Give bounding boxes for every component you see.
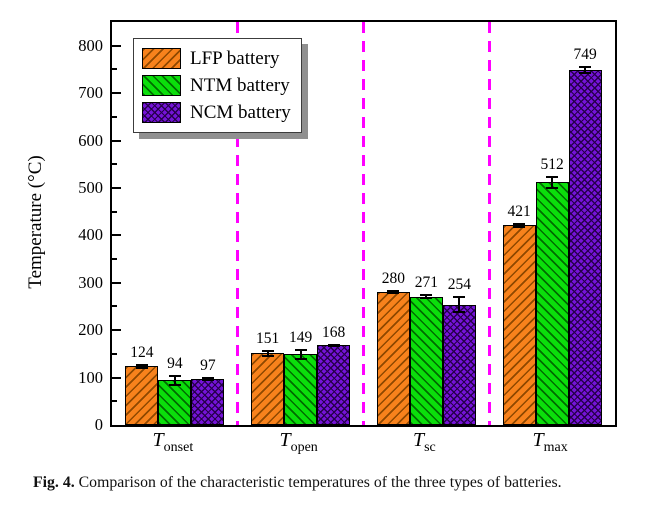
bar-value-label: 124 [130, 343, 154, 361]
bar-value-label: 254 [447, 276, 471, 294]
y-major-tick [112, 376, 121, 379]
bar-value-label: 149 [289, 329, 313, 347]
group-separator-line [487, 22, 491, 425]
y-tick-label: 700 [78, 83, 103, 103]
y-major-tick [112, 234, 121, 237]
bar-ncm-max [568, 69, 602, 425]
figure-caption: Fig. 4. Comparison of the characteristic… [33, 470, 619, 496]
y-tick-label: 0 [94, 415, 103, 434]
caption-text: Comparison of the characteristic tempera… [78, 474, 562, 491]
group-separator-line [236, 22, 240, 425]
error-bar [168, 374, 181, 387]
bar-value-label: 512 [540, 155, 564, 173]
y-tick-label: 500 [78, 177, 103, 197]
legend-label: NCM battery [190, 101, 291, 123]
bar-ncm-open [317, 345, 351, 425]
error-bar [513, 222, 526, 229]
bar-value-label: 749 [573, 45, 597, 63]
legend-item: NTM battery [142, 72, 291, 99]
lfp-swatch-icon [142, 48, 181, 69]
y-major-tick [112, 186, 121, 189]
y-major-tick [112, 92, 121, 95]
legend: LFP battery NTM battery NCM battery [133, 38, 302, 133]
bar-ntm-max [535, 182, 569, 425]
bar-ncm-onset [191, 379, 225, 425]
y-major-tick [112, 139, 121, 142]
y-major-tick [112, 281, 121, 284]
x-tick-label-open: Topen [279, 429, 318, 455]
y-minor-tick [112, 210, 117, 213]
y-tick-label: 300 [78, 272, 103, 292]
bar-ntm-sc [409, 296, 443, 425]
x-tick-label-max: Tmax [532, 429, 568, 455]
bar-value-label: 271 [414, 274, 438, 292]
x-tick-label-onset: Tonset [152, 429, 194, 455]
error-bar [420, 294, 433, 299]
error-bar [579, 65, 592, 75]
y-minor-tick [112, 163, 117, 166]
y-minor-tick [112, 258, 117, 261]
y-tick-label: 800 [78, 35, 103, 55]
bar-value-label: 168 [322, 323, 346, 341]
group-separator-line [362, 22, 365, 425]
y-minor-tick [112, 115, 117, 118]
legend-label: NTM battery [190, 74, 290, 96]
error-bar [201, 376, 214, 382]
y-tick-label: 600 [78, 130, 103, 150]
ncm-swatch-icon [142, 102, 181, 123]
y-axis-title: Temperature (°C) [25, 155, 46, 289]
bar-value-label: 280 [381, 270, 405, 288]
bar-value-label: 97 [200, 356, 216, 374]
error-bar [546, 175, 559, 189]
y-minor-tick [112, 305, 117, 308]
error-bar [327, 343, 340, 347]
y-major-tick [112, 329, 121, 332]
y-minor-tick [112, 68, 117, 71]
bar-ncm-sc [442, 304, 476, 425]
error-bar [135, 363, 148, 369]
bar-ntm-onset [158, 380, 192, 425]
error-bar [453, 296, 466, 314]
bar-value-label: 94 [167, 354, 183, 372]
caption-label: Fig. 4. [33, 474, 75, 491]
y-minor-tick [112, 400, 117, 403]
bar-value-label: 421 [507, 202, 531, 220]
y-tick-label: 400 [78, 225, 103, 245]
error-bar [294, 349, 307, 360]
bar-ntm-open [284, 354, 318, 425]
y-major-tick [112, 44, 121, 47]
x-tick-label-sc: Tsc [412, 429, 436, 455]
legend-item: LFP battery [142, 45, 291, 72]
plot-area: LFP battery NTM battery NCM battery 0 100… [78, 20, 617, 434]
ntm-swatch-icon [142, 75, 181, 96]
error-bar [261, 349, 274, 358]
bar-lfp-onset [125, 366, 159, 425]
x-axis-labels: Tonset Topen Tsc Tmax [110, 429, 613, 457]
y-tick-label: 100 [78, 367, 103, 387]
bar-lfp-open [251, 353, 285, 425]
error-bar [387, 290, 400, 295]
y-tick-label: 200 [78, 320, 103, 340]
legend-label: LFP battery [190, 47, 280, 69]
bar-value-label: 151 [256, 329, 280, 347]
bar-lfp-sc [376, 292, 410, 425]
legend-item: NCM battery [142, 99, 291, 126]
bar-lfp-max [502, 225, 536, 425]
y-minor-tick [112, 352, 117, 355]
